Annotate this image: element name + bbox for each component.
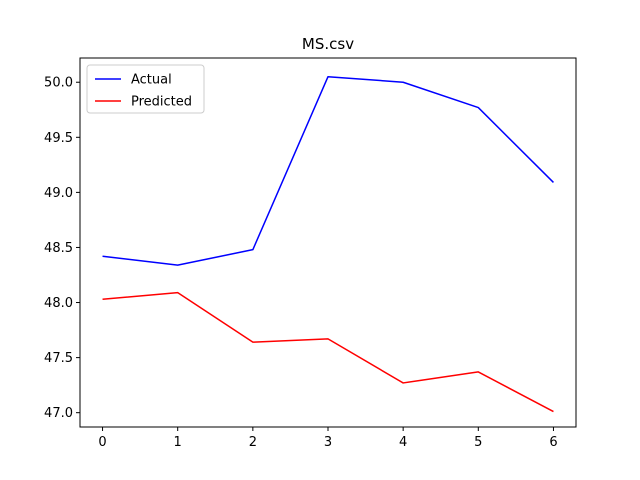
x-tick-label: 2 bbox=[249, 435, 257, 450]
series-line-actual bbox=[102, 75, 554, 266]
x-tick-label: 0 bbox=[98, 435, 106, 450]
legend-label: Predicted bbox=[131, 95, 192, 110]
y-tick-label: 47.5 bbox=[44, 351, 73, 366]
y-tick-label: 49.5 bbox=[44, 131, 73, 146]
series-lines bbox=[102, 75, 554, 413]
x-tick-label: 5 bbox=[474, 435, 482, 450]
x-tick-label: 1 bbox=[174, 435, 182, 450]
x-tick-label: 4 bbox=[399, 435, 407, 450]
x-tick-label: 6 bbox=[549, 435, 557, 450]
y-tick-label: 49.0 bbox=[44, 186, 73, 201]
axes: 0 1 2 3 4 5 6 47.0 47.5 48.0 48.5 49.0 49.5 50.0 bbox=[44, 57, 577, 450]
legend-label: Actual bbox=[131, 73, 172, 88]
x-tick-label: 3 bbox=[324, 435, 332, 450]
legend: Actual Predicted bbox=[86, 64, 205, 114]
y-tick-label: 48.0 bbox=[44, 296, 73, 311]
series-line-predicted bbox=[102, 291, 554, 413]
y-axis: 47.0 47.5 48.0 48.5 49.0 49.5 50.0 bbox=[44, 76, 80, 421]
x-axis: 0 1 2 3 4 5 6 bbox=[98, 427, 558, 450]
y-tick-label: 47.0 bbox=[44, 406, 73, 421]
y-tick-label: 50.0 bbox=[44, 76, 73, 91]
chart-title: MS.csv bbox=[302, 35, 354, 53]
y-tick-label: 48.5 bbox=[44, 241, 73, 256]
